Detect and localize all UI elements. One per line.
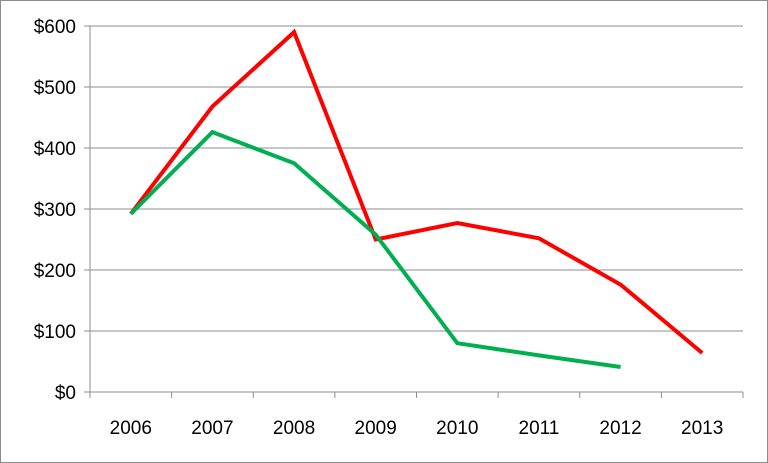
x-tick-label: 2010	[436, 418, 478, 439]
gridlines	[90, 25, 743, 332]
x-tick-labels: 2006 2007 2008 2009 2010 2011 2012 2013	[110, 418, 724, 439]
y-tick-label: $400	[34, 139, 76, 160]
y-tick-labels: $0 $100 $200 $300 $400 $500 $600	[34, 17, 76, 404]
y-tick-label: $300	[34, 200, 76, 221]
x-tick-label: 2011	[519, 418, 560, 439]
y-tick-label: $600	[34, 17, 76, 38]
series-line-2	[129, 129, 621, 369]
series-line-1	[129, 28, 704, 355]
x-tick-label: 2012	[599, 418, 641, 439]
x-tick-label: 2013	[681, 418, 723, 439]
y-tick-label: $100	[34, 322, 76, 343]
x-tick-label: 2009	[355, 418, 397, 439]
x-tick-label: 2006	[110, 418, 152, 439]
y-tick-label: $0	[55, 383, 76, 404]
y-tick-label: $200	[34, 261, 76, 282]
series-lines	[129, 28, 704, 369]
x-tick-label: 2008	[273, 418, 315, 439]
x-tick-label: 2007	[191, 418, 233, 439]
y-tick-label: $500	[34, 78, 76, 99]
axes	[84, 25, 744, 398]
